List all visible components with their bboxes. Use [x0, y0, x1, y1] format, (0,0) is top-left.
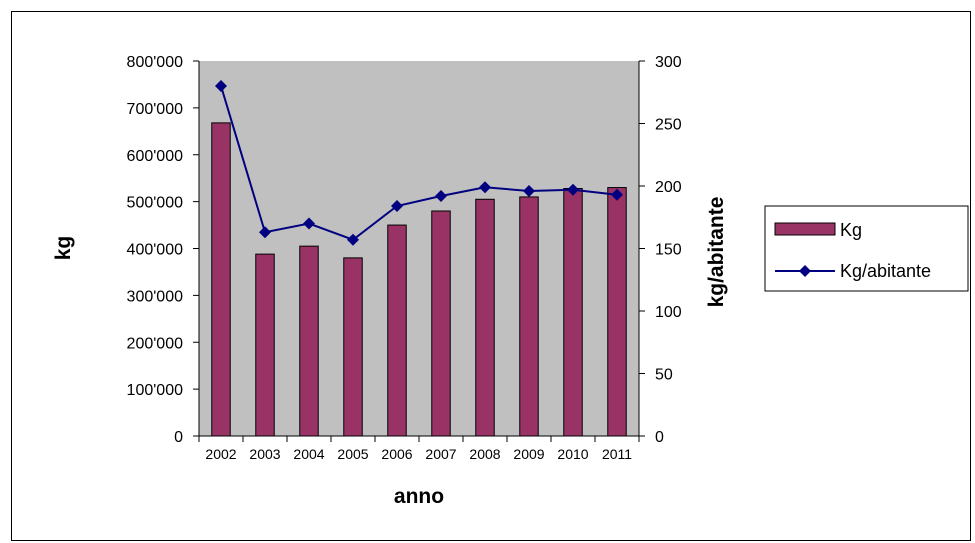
- y-tick-label: 600'000: [127, 148, 184, 165]
- bar-2010: [563, 188, 583, 437]
- legend-diamond-marker: [799, 265, 811, 277]
- point-2004: [303, 217, 315, 230]
- y2-tick-label: 200: [655, 179, 682, 196]
- y-tick-label: 800'000: [127, 54, 184, 71]
- bar-2009: [519, 196, 539, 437]
- y2-tick-label: 0: [655, 429, 664, 446]
- y-tick-label: 0: [174, 429, 183, 446]
- legend-box: [764, 205, 969, 292]
- x-tick-label: 2010: [557, 446, 588, 462]
- y-tick-label: 300'000: [127, 288, 184, 305]
- bar-2003: [255, 253, 275, 437]
- y-tick-label: 400'000: [127, 242, 184, 259]
- legend-kg-swatch: [774, 222, 836, 236]
- x-tick-label: 2003: [249, 446, 280, 462]
- line-series-kg-abitante: [215, 80, 623, 246]
- x-tick-label: 2004: [293, 446, 324, 462]
- x-tick-label: 2011: [602, 446, 632, 462]
- bar-2005: [343, 257, 363, 437]
- point-2006: [391, 200, 403, 212]
- x-tick-label: 2002: [205, 446, 236, 462]
- point-2008: [479, 181, 491, 194]
- x-axis-label: anno: [394, 485, 444, 508]
- right-axis-ticks: 0 50 100 150 200 250 300: [639, 54, 682, 446]
- bar-series-kg: [211, 122, 627, 437]
- y-axis-label: kg: [52, 236, 75, 261]
- bar-2007: [431, 210, 451, 437]
- point-2003: [259, 226, 271, 239]
- x-tick-label: 2009: [513, 446, 544, 462]
- y2-tick-label: 100: [655, 304, 682, 321]
- left-axis-ticks: 0 100'000 200'000 300'000 400'000 500'000 600'…: [127, 54, 199, 446]
- x-tick-label: 2008: [469, 446, 500, 462]
- y-tick-label: 100'000: [127, 382, 184, 399]
- bar-2002: [211, 122, 231, 437]
- point-2011: [611, 188, 623, 201]
- bar-2008: [475, 198, 495, 437]
- y2-tick-label: 300: [655, 54, 682, 71]
- point-2002: [215, 80, 227, 92]
- legend-kg-label: Kg: [840, 220, 862, 240]
- y2-tick-label: 50: [655, 367, 673, 384]
- y-tick-label: 200'000: [127, 335, 184, 352]
- legend-kg-abitante-label: Kg/abitante: [840, 261, 931, 281]
- bar-2004: [299, 245, 319, 437]
- y-tick-label: 700'000: [127, 101, 184, 118]
- legend: Kg Kg/abitante: [764, 205, 969, 292]
- point-2005: [347, 233, 359, 246]
- point-2007: [435, 190, 447, 202]
- y2-axis-label: kg/abitante: [705, 197, 728, 308]
- bar-2011: [607, 187, 627, 437]
- point-2010: [567, 183, 579, 196]
- x-tick-label: 2007: [425, 446, 456, 462]
- series-line-kg-abitante: [220, 85, 618, 241]
- y2-tick-label: 150: [655, 242, 682, 259]
- x-tick-label: 2005: [337, 446, 368, 462]
- x-tick-label: 2006: [381, 446, 412, 462]
- y-tick-label: 500'000: [127, 195, 184, 212]
- bar-2006: [387, 224, 407, 437]
- y2-tick-label: 250: [655, 117, 682, 134]
- point-2009: [523, 185, 535, 197]
- x-axis-ticks: 2002 2003 2004 2005 2006 2007 2008 2009 2010 2011: [198, 436, 640, 462]
